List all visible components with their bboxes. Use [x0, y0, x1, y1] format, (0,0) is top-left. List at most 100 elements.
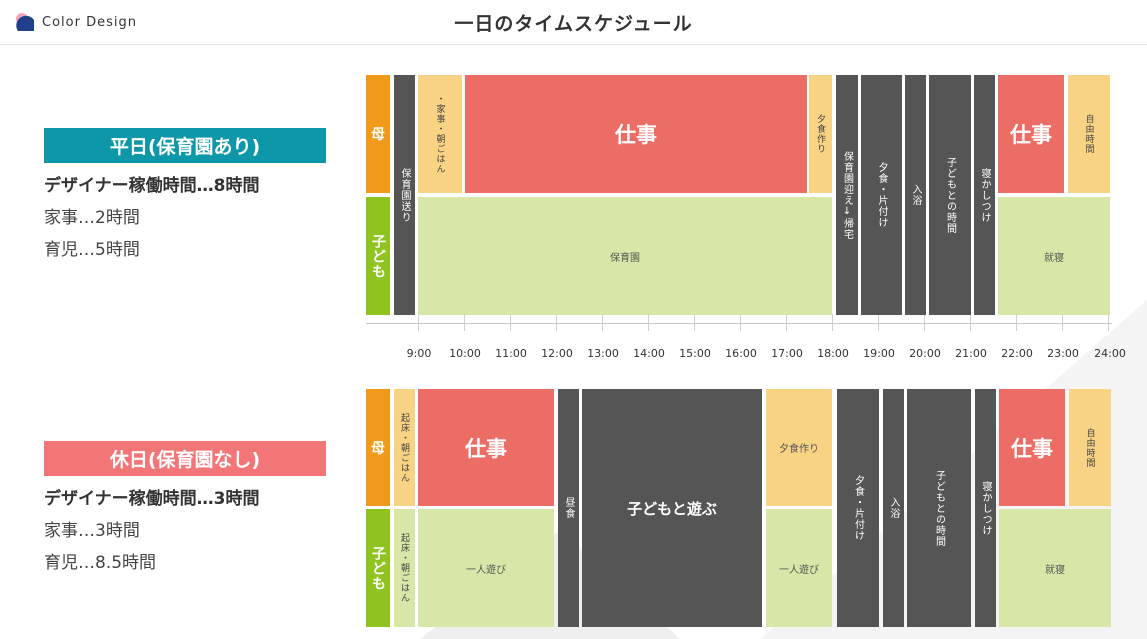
page-title: 一日のタイムスケジュール [454, 13, 693, 35]
tick [1108, 314, 1109, 331]
weekday-child-row-label: 子ども [366, 197, 390, 315]
block-label: 子どもとの時間 [944, 156, 956, 234]
time-label: 21:00 [955, 347, 987, 360]
weekday-chores-block: ・家事・朝ごはん [418, 75, 462, 193]
holiday-work-block: 仕事 [418, 389, 554, 506]
holiday-summary: 休日(保育園なし) デザイナー稼働時間…3時間 家事…3時間 育児…8.5時間 [44, 441, 344, 579]
time-label: 12:00 [541, 347, 573, 360]
weekday-pickup-block: 保育園迎え↓帰宅 [836, 75, 858, 315]
row-label-text: 子ども [370, 233, 386, 279]
time-label: 11:00 [495, 347, 527, 360]
weekday-dinner-prep-block: 夕食作り [809, 75, 832, 193]
block-label: 入浴 [888, 497, 899, 519]
time-label: 15:00 [679, 347, 711, 360]
tick [556, 314, 557, 331]
tick [464, 314, 465, 331]
tick [832, 314, 833, 331]
weekday-childcare-hours: 育児…5時間 [44, 240, 140, 260]
weekday-bath-block: 入浴 [905, 75, 926, 315]
block-label: 仕事 [615, 123, 657, 147]
time-label: 22:00 [1001, 347, 1033, 360]
weekday-dropoff-block: 保育園送り [394, 75, 415, 315]
block-label: 昼食 [563, 497, 574, 519]
axis-line [366, 323, 1112, 324]
tick [740, 314, 741, 331]
block-label: 仕事 [1011, 436, 1053, 461]
time-label: 19:00 [863, 347, 895, 360]
holiday-childcare-hours: 育児…8.5時間 [44, 553, 157, 573]
block-label: 子どもと遊ぶ [627, 499, 717, 518]
tick [786, 314, 787, 331]
time-label: 17:00 [771, 347, 803, 360]
time-label: 24:00 [1094, 347, 1126, 360]
holiday-alone-play2-block: 一人遊び [766, 509, 832, 627]
block-label: 寝かしつけ [979, 167, 990, 223]
block-label: 夕食・片付け [852, 475, 864, 541]
holiday-bedtime-block: 寝かしつけ [975, 389, 996, 627]
block-label: 起床・朝ごはん [399, 533, 409, 603]
block-label: 自由時間 [1083, 114, 1094, 154]
weekday-bedtime-block: 寝かしつけ [974, 75, 995, 315]
weekday-work-block: 仕事 [465, 75, 807, 193]
holiday-chores-hours: 家事…3時間 [44, 521, 140, 541]
weekday-mother-row-label: 母 [366, 75, 390, 193]
time-label: 20:00 [909, 347, 941, 360]
tick [602, 314, 603, 331]
time-label: 10:00 [449, 347, 481, 360]
tick [1016, 314, 1017, 331]
block-label: 保育園迎え↓帰宅 [841, 150, 853, 240]
weekday-nursery-block: 保育園 [418, 197, 832, 315]
tick [924, 314, 925, 331]
weekday-free-block: 自由時間 [1068, 75, 1110, 193]
time-label: 13:00 [587, 347, 619, 360]
weekday-badge: 平日(保育園あり) [44, 128, 326, 163]
tick [510, 314, 511, 331]
holiday-wake-mother-block: 起床・朝ごはん [394, 389, 415, 506]
block-label: 起床・朝ごはん [399, 412, 409, 483]
holiday-work2-block: 仕事 [999, 389, 1065, 506]
holiday-dinner-block: 夕食・片付け [837, 389, 879, 627]
block-label: 一人遊び [779, 564, 819, 576]
block-label: 仕事 [1010, 123, 1052, 147]
weekday-dinner-block: 夕食・片付け [861, 75, 902, 315]
row-label-text: 子ども [370, 545, 386, 591]
header: Color Design 一日のタイムスケジュール [0, 0, 1147, 45]
holiday-design-hours: デザイナー稼働時間…3時間 [44, 489, 260, 509]
block-label: 夕食・片付け [876, 162, 887, 228]
weekday-summary: 平日(保育園あり) デザイナー稼働時間…8時間 家事…2時間 育児…5時間 [44, 128, 344, 266]
tick [970, 314, 971, 331]
holiday-mother-row-label: 母 [366, 389, 390, 506]
block-label: 一人遊び [466, 564, 506, 576]
block-label: 寝かしつけ [980, 480, 991, 536]
time-label: 16:00 [725, 347, 757, 360]
holiday-wake-child-block: 起床・朝ごはん [394, 509, 415, 627]
block-label: 子どもとの時間 [933, 469, 945, 547]
row-label-text: 母 [371, 440, 385, 457]
block-label: 保育園送り [399, 167, 410, 223]
time-label: 23:00 [1047, 347, 1079, 360]
time-label: 14:00 [633, 347, 665, 360]
block-label: 夕食作り [815, 114, 825, 154]
weekday-work2-block: 仕事 [998, 75, 1064, 193]
block-label: 自由時間 [1084, 427, 1095, 468]
block-label: 就寝 [1045, 564, 1065, 576]
weekday-chores-hours: 家事…2時間 [44, 208, 140, 228]
holiday-alone-play-block: 一人遊び [418, 509, 554, 627]
holiday-badge: 休日(保育園なし) [44, 441, 326, 476]
weekday-sleep-block: 就寝 [998, 197, 1110, 315]
block-label: ・家事・朝ごはん [434, 94, 445, 174]
time-label: 9:00 [406, 347, 432, 360]
brand-name: Color Design [42, 14, 137, 30]
holiday-child-row-label: 子ども [366, 509, 390, 627]
time-label: 18:00 [817, 347, 849, 360]
holiday-free-block: 自由時間 [1069, 389, 1111, 506]
logo-icon [16, 13, 34, 31]
holiday-dinner-prep-block: 夕食作り [766, 389, 832, 506]
tick [1062, 314, 1063, 331]
brand-logo[interactable]: Color Design [14, 10, 137, 34]
holiday-sleep-block: 就寝 [999, 509, 1111, 627]
block-label: 保育園 [610, 252, 640, 264]
tick [648, 314, 649, 331]
block-label: 就寝 [1044, 252, 1064, 264]
block-label: 仕事 [465, 436, 507, 461]
